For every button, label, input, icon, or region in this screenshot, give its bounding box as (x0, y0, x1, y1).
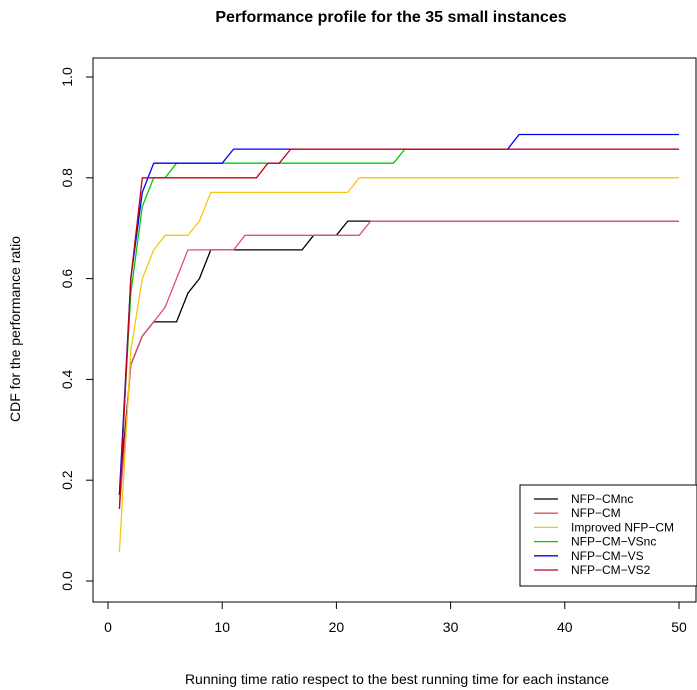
y-tick-label: 0.6 (59, 269, 75, 289)
series-line-6 (118, 148, 679, 509)
y-axis-label: CDF for the performance ratio (7, 236, 23, 422)
legend-label: Improved NFP−CM (571, 520, 674, 534)
x-tick-label: 0 (104, 619, 112, 635)
series-line-4 (118, 148, 679, 495)
y-tick-label: 0.4 (59, 369, 75, 389)
legend-label: NFP−CM−VS2 (571, 563, 651, 577)
x-tick-label: 30 (443, 619, 459, 635)
chart-title: Performance profile for the 35 small ins… (215, 9, 566, 26)
legend-box (519, 484, 697, 587)
x-tick-label: 50 (671, 619, 687, 635)
y-tick-label: 1.0 (59, 67, 75, 87)
legend-label: NFP−CM−VSnc (571, 535, 656, 549)
legend-label: NFP−CMnc (571, 492, 633, 506)
x-tick-label: 10 (214, 619, 230, 635)
y-tick-label: 0.8 (59, 168, 75, 188)
x-axis: 0 10 20 30 40 50 (104, 601, 687, 635)
y-tick-label: 0.0 (59, 571, 75, 591)
legend-label: NFP−CM (571, 506, 621, 520)
series-line-3 (118, 177, 679, 553)
legend-label: NFP−CM−VS (571, 549, 644, 563)
x-tick-label: 40 (557, 619, 573, 635)
x-axis-label: Running time ratio respect to the best r… (185, 671, 609, 687)
series-line-5 (118, 133, 679, 495)
x-tick-label: 20 (329, 619, 345, 635)
series-line-2 (118, 220, 679, 509)
y-tick-label: 0.2 (59, 470, 75, 490)
series-layer (118, 133, 679, 553)
series-line-1 (118, 220, 679, 495)
y-axis: 0.0 0.2 0.4 0.6 0.8 1.0 (59, 67, 94, 591)
